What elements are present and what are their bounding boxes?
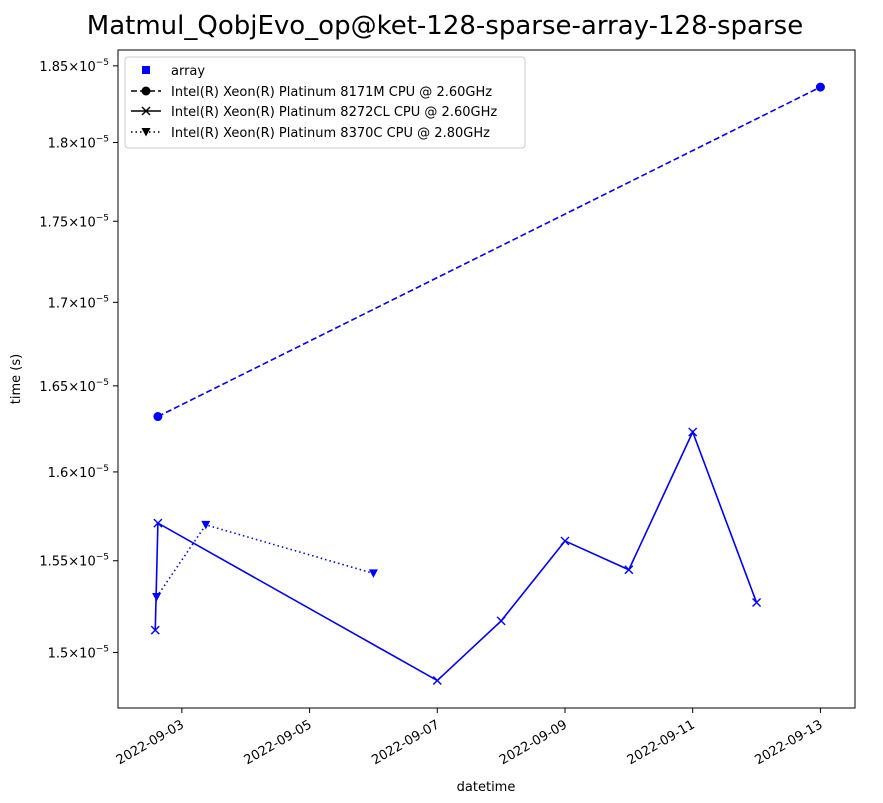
y-tick-label: 1.55×10−5: [39, 553, 109, 570]
data-point-circle: [153, 412, 163, 422]
legend-label: Intel(R) Xeon(R) Platinum 8171M CPU @ 2.…: [171, 85, 492, 100]
y-axis-label: time (s): [9, 354, 24, 404]
x-tick-label: 2022-09-03: [114, 717, 187, 768]
chart-title: Matmul_QobjEvo_op@ket-128-sparse-array-1…: [87, 11, 803, 41]
series-1-line: [157, 86, 821, 418]
legend-marker-circle: [141, 86, 151, 96]
x-tick-label: 2022-09-07: [369, 717, 442, 768]
series-2-line: [154, 429, 758, 682]
y-tick-label: 1.5×10−5: [48, 644, 109, 661]
legend-marker-triangle: [141, 128, 151, 137]
y-tick-label: 1.75×10−5: [39, 213, 109, 230]
legend-label: array: [171, 64, 205, 79]
x-tick-label: 2022-09-05: [242, 717, 315, 768]
series-3: [152, 520, 378, 602]
legend-box: [124, 56, 526, 149]
legend-label: Intel(R) Xeon(R) Platinum 8272CL CPU @ 2…: [171, 105, 497, 120]
y-tick-label: 1.7×10−5: [48, 294, 109, 311]
data-point-circle: [815, 82, 825, 92]
y-tick-label: 1.65×10−5: [39, 378, 109, 395]
data-point-x: [153, 518, 163, 528]
x-tick-label: 2022-09-13: [752, 717, 825, 768]
data-point-x: [688, 427, 698, 437]
y-axis: 1.5×10−5 1.55×10−5 1.6×10−5 1.65×10−5 1.7×10…: [39, 58, 118, 661]
x-tick-label: 2022-09-11: [625, 717, 698, 768]
data-point-triangle: [201, 520, 211, 530]
legend-entry: Intel(R) Xeon(R) Platinum 8272CL CPU @ 2…: [131, 105, 497, 120]
series-2: [150, 427, 762, 686]
y-tick-label: 1.6×10−5: [48, 464, 109, 481]
series-layer: [150, 82, 825, 686]
legend-entry: Intel(R) Xeon(R) Platinum 8370C CPU @ 2.…: [131, 126, 490, 141]
legend-marker-square: [142, 66, 150, 74]
data-point-x: [496, 616, 506, 626]
y-tick-label: 1.85×10−5: [39, 58, 109, 75]
legend: array Intel(R) Xeon(R) Platinum 8171M CPU…: [124, 56, 526, 149]
legend-marker-x: [141, 106, 151, 116]
x-axis: 2022-09-03 2022-09-05 2022-09-07 2022-09-09…: [114, 708, 825, 768]
data-point-triangle: [152, 593, 162, 602]
x-tick-label: 2022-09-09: [497, 717, 570, 768]
series-3-line: [155, 523, 374, 598]
data-point-triangle: [368, 569, 378, 578]
data-point-x: [560, 536, 570, 546]
data-point-x: [752, 598, 762, 608]
legend-entry: Intel(R) Xeon(R) Platinum 8171M CPU @ 2.…: [131, 85, 492, 100]
data-point-x: [150, 625, 160, 635]
legend-label: Intel(R) Xeon(R) Platinum 8370C CPU @ 2.…: [171, 126, 490, 141]
x-axis-label: datetime: [457, 780, 516, 795]
y-tick-label: 1.8×10−5: [48, 134, 109, 151]
plot-area: [117, 49, 856, 709]
data-point-x: [624, 565, 634, 575]
series-1: [153, 82, 825, 422]
legend-entry: array: [142, 64, 205, 79]
data-point-x: [432, 676, 442, 686]
